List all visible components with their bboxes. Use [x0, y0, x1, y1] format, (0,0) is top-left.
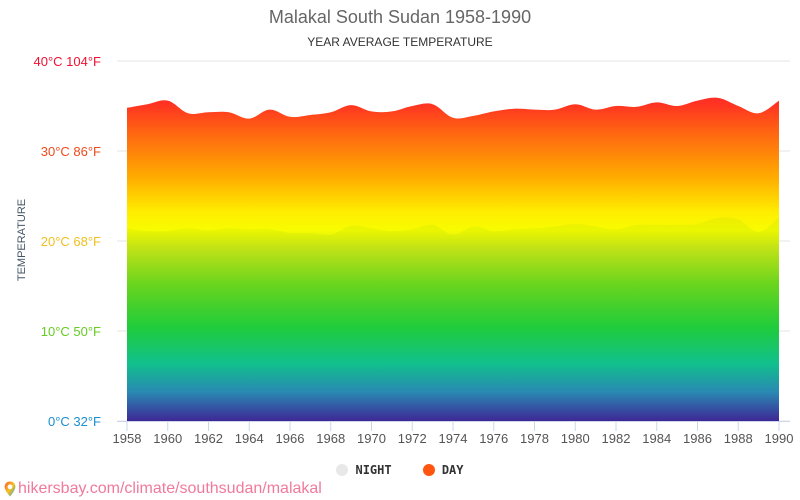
- y-axis-ticks: 0°C 32°F 10°C 50°F 20°C 68°F 30°C 86°F 40°C …: [34, 54, 102, 429]
- x-tick-label: 1984: [642, 431, 671, 446]
- x-tick-label: 1966: [276, 431, 305, 446]
- x-tick-label: 1986: [683, 431, 712, 446]
- source-url: hikersbay.com/climate/southsudan/malakal: [18, 480, 322, 497]
- location-pin-icon: [4, 481, 16, 497]
- legend-night-label: NIGHT: [355, 463, 392, 477]
- x-tick-label: 1958: [113, 431, 142, 446]
- night-series-area: [127, 217, 779, 421]
- legend-item-night[interactable]: NIGHT: [336, 463, 392, 477]
- chart-title: Malakal South Sudan 1958-1990: [268, 7, 532, 27]
- x-tick-label: 1990: [765, 431, 794, 446]
- x-tick-label: 1988: [724, 431, 753, 446]
- day-dot-icon: [422, 464, 435, 476]
- night-dot-icon: [336, 464, 349, 476]
- x-tick-label: 1964: [235, 431, 264, 446]
- x-tick-label: 1968: [316, 431, 345, 446]
- x-tick-label: 1960: [153, 431, 182, 446]
- y-tick-label: 0°C 32°F: [48, 414, 101, 429]
- x-tick-label: 1980: [561, 431, 590, 446]
- x-tick-label: 1974: [439, 431, 468, 446]
- x-tick-label: 1962: [194, 431, 223, 446]
- y-axis-label: TEMPERATURE: [16, 199, 28, 281]
- night-series-tint: [127, 217, 779, 421]
- legend-item-day[interactable]: DAY: [422, 463, 464, 477]
- source-link[interactable]: hikersbay.com/climate/southsudan/malakal: [4, 480, 322, 498]
- y-tick-label: 10°C 50°F: [41, 324, 101, 339]
- x-tick-label: 1978: [520, 431, 549, 446]
- y-tick-label: 30°C 86°F: [41, 144, 101, 159]
- y-tick-label: 20°C 68°F: [41, 234, 101, 249]
- x-axis: 1958 1960 1962 1964 1966 1968 1970 1972 1974 1976…: [113, 421, 794, 446]
- legend: NIGHT DAY: [0, 463, 800, 479]
- x-tick-label: 1982: [602, 431, 631, 446]
- chart-subtitle: YEAR AVERAGE TEMPERATURE: [307, 35, 493, 49]
- x-tick-label: 1976: [479, 431, 508, 446]
- series-areas: [127, 97, 779, 422]
- x-tick-label: 1970: [357, 431, 386, 446]
- x-tick-label: 1972: [398, 431, 427, 446]
- legend-day-label: DAY: [441, 463, 464, 477]
- y-tick-label: 40°C 104°F: [34, 54, 102, 69]
